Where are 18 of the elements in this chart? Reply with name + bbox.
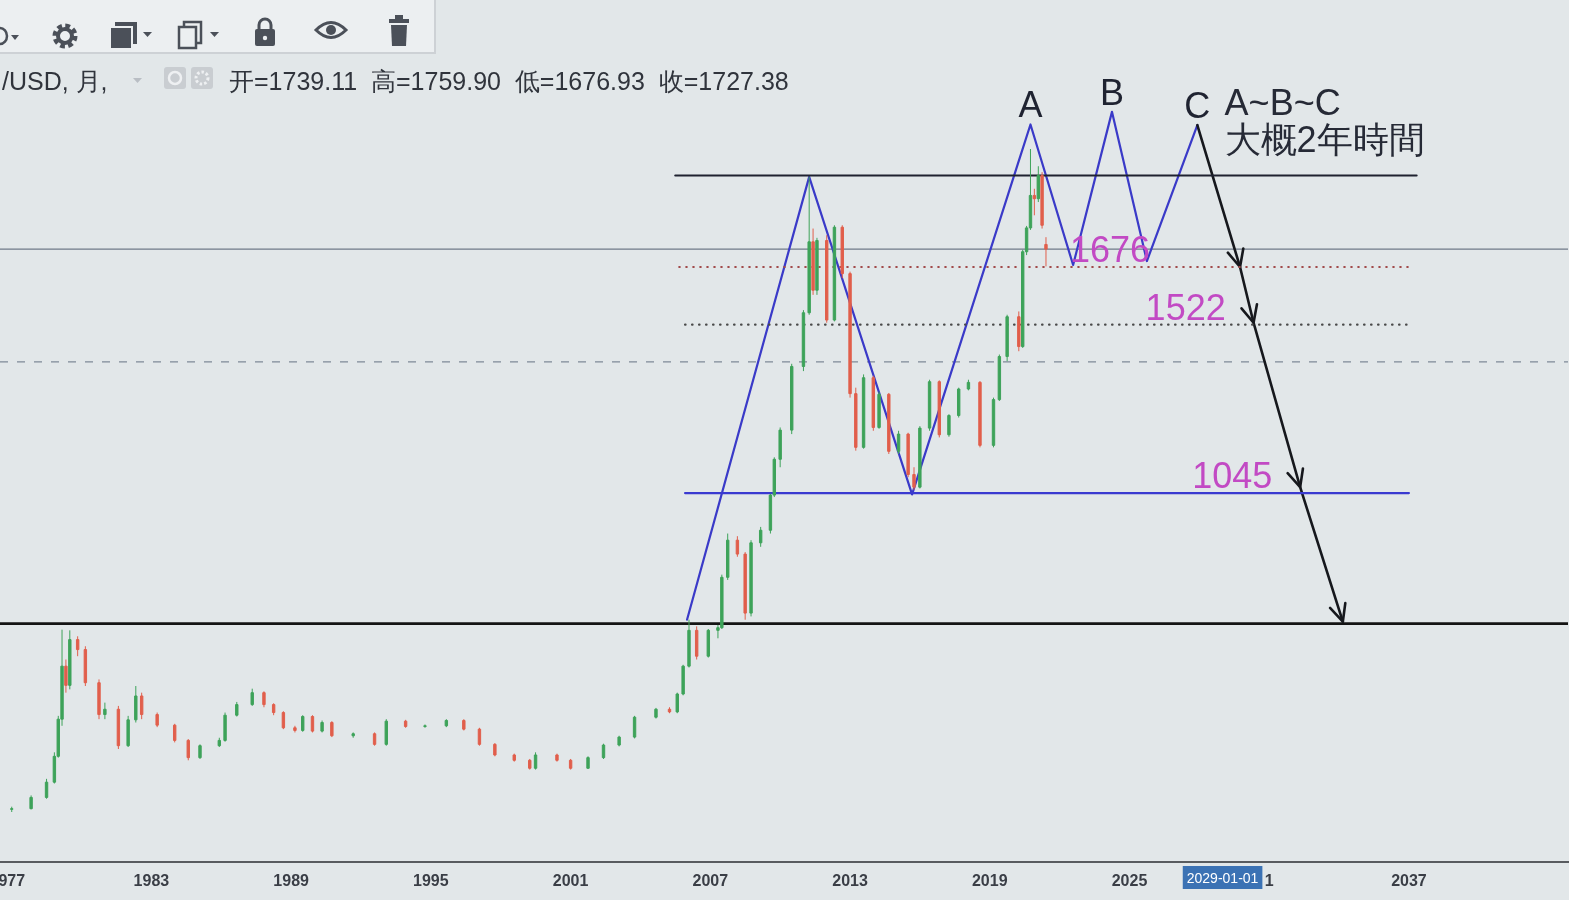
- x-tick-label: 2019: [971, 872, 1008, 889]
- x-tick-label: 1995: [413, 872, 449, 889]
- x-tick-label: 1983: [133, 872, 170, 889]
- annotation: 1522: [1145, 286, 1226, 328]
- x-tick-label: 2025: [1111, 872, 1148, 889]
- x-tick-label: 2007: [692, 872, 729, 889]
- chart-title: /USD, 月,: [2, 67, 108, 95]
- x-tick-label: 1: [1264, 872, 1274, 889]
- x-tick-label: 2013: [832, 872, 868, 889]
- x-tick-label: 2037: [1391, 872, 1427, 889]
- x-tick-label: 2001: [552, 872, 589, 889]
- chart-subtitle: 开=1739.11 高=1759.90 低=1676.93 收=1727.38: [229, 67, 789, 95]
- annotation: C: [1184, 85, 1211, 127]
- x-tick-label: 1989: [273, 872, 310, 889]
- crosshair-label: 2029-01-01: [1182, 866, 1263, 889]
- annotation: B: [1099, 71, 1124, 113]
- annotation: 1045: [1192, 455, 1273, 497]
- annotation: A: [1018, 84, 1043, 126]
